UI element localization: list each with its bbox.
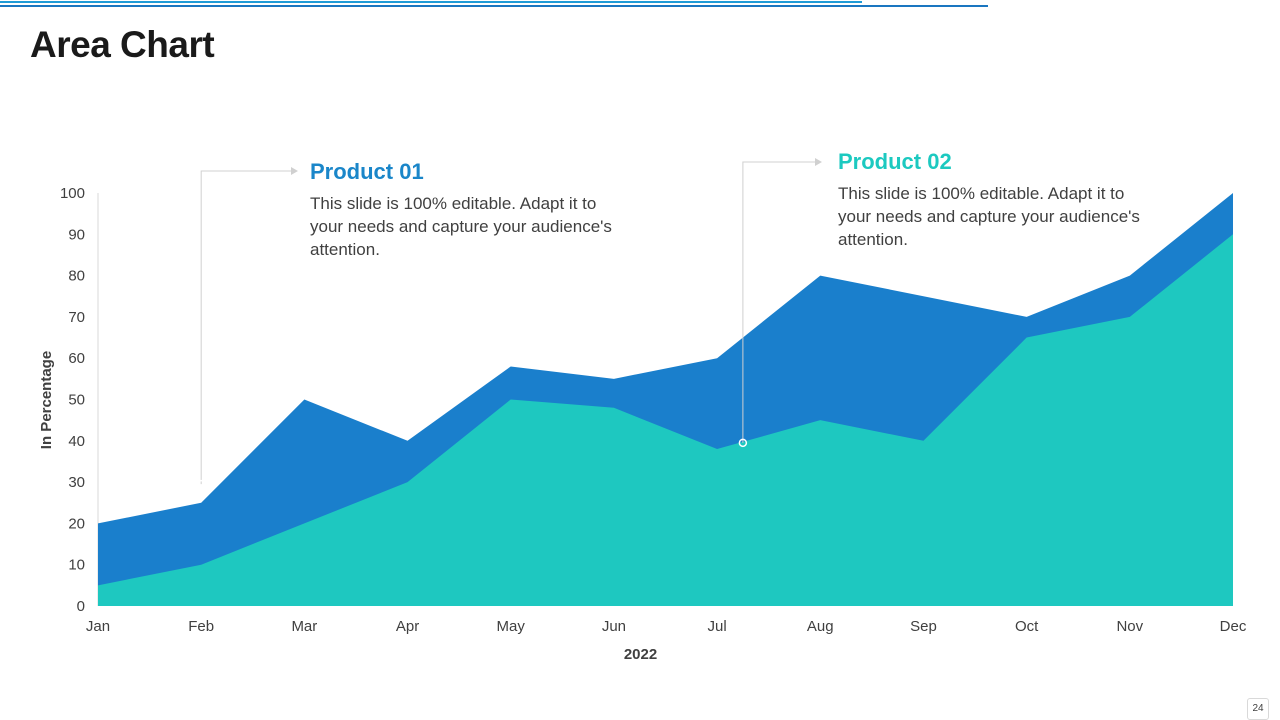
y-tick-label: 60 (68, 350, 85, 367)
y-tick-label: 0 (77, 598, 85, 615)
y-tick-label: 100 (60, 185, 85, 202)
x-tick-label: May (497, 618, 526, 635)
connector-line (200, 170, 292, 485)
x-tick-label: Feb (188, 618, 214, 635)
y-tick-label: 90 (68, 226, 85, 243)
y-tick-label: 40 (68, 433, 85, 450)
x-tick-label: Mar (291, 618, 317, 635)
x-tick-label: Aug (807, 618, 834, 635)
page-title: Area Chart (30, 24, 215, 65)
connector-anchor-dot (738, 438, 748, 448)
y-tick-label: 20 (68, 515, 85, 532)
y-tick-label: 10 (68, 557, 85, 574)
top-accent-line-light (0, 1, 862, 3)
top-accent-line-dark (0, 5, 988, 7)
area-product-02 (98, 234, 1233, 607)
callout-connector-1 (196, 167, 298, 489)
x-tick-label: Sep (910, 618, 937, 635)
page-number: 24 (1247, 698, 1269, 720)
callout-title-product-02: Product 02 (838, 149, 952, 174)
x-tick-label: Jun (602, 618, 626, 635)
x-tick-label: Nov (1116, 618, 1143, 635)
connector-arrow (291, 167, 298, 175)
y-tick-label: 50 (68, 392, 85, 409)
callout-title-product-01: Product 01 (310, 159, 424, 184)
y-tick-label: 30 (68, 474, 85, 491)
connector-anchor-dot (196, 479, 206, 489)
connector-line (742, 161, 816, 443)
callout-connector-2 (738, 158, 822, 448)
x-tick-label: Jul (707, 618, 726, 635)
y-tick-label: 80 (68, 268, 85, 285)
callout-product-02: Product 02 This slide is 100% editable. … (838, 149, 1148, 251)
callout-text-product-02: This slide is 100% editable. Adapt it to… (838, 184, 1140, 249)
x-axis-title: 2022 (624, 646, 657, 663)
x-tick-label: Jan (86, 618, 110, 635)
y-axis-title: In Percentage (38, 351, 55, 449)
callout-text-product-01: This slide is 100% editable. Adapt it to… (310, 194, 612, 259)
y-tick-label: 70 (68, 309, 85, 326)
x-tick-label: Oct (1015, 618, 1039, 635)
connector-arrow (815, 158, 822, 166)
x-tick-label: Dec (1220, 618, 1247, 635)
callout-product-01: Product 01 This slide is 100% editable. … (310, 159, 620, 261)
x-tick-label: Apr (396, 618, 419, 635)
